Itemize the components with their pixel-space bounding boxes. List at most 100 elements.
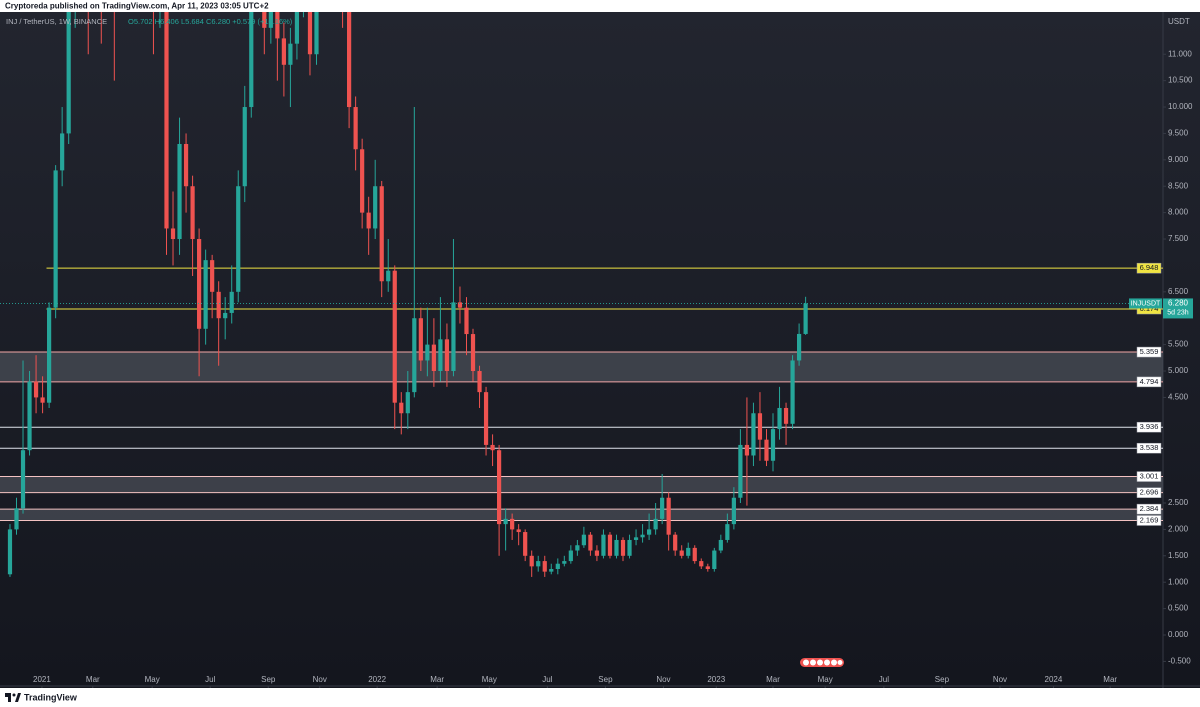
candle-body (183, 143, 189, 187)
y-tick-label: 9.000 (1168, 155, 1189, 164)
x-tick-label: Nov (313, 675, 327, 684)
candle-body (399, 402, 404, 414)
x-tick-label: 2024 (1045, 675, 1063, 684)
candle-body (425, 344, 430, 361)
candle-body (177, 143, 182, 240)
zone-label: 2.696 (1140, 488, 1159, 497)
candle-body (640, 534, 645, 538)
zone-label-bg (1136, 471, 1162, 482)
x-tick-label: Mar (86, 675, 100, 684)
candle-body (307, 12, 313, 55)
candle-body (581, 534, 586, 546)
x-tick-label: Nov (993, 675, 1007, 684)
candle-body (294, 12, 300, 44)
zone-label-bg (1136, 346, 1162, 358)
zone (0, 352, 1163, 382)
y-tick-label: 8.000 (1168, 208, 1189, 217)
candle-body (451, 302, 456, 372)
candle-body (633, 537, 639, 540)
zone-label-bg (1136, 487, 1162, 498)
candle-body (275, 12, 280, 39)
candle-body (764, 439, 769, 461)
candle-body (7, 529, 13, 575)
candle-body (562, 561, 567, 564)
candle-body (347, 12, 352, 108)
quote: O5.702 H6.406 L5.684 C6.280 +0.579 (+10.… (128, 17, 293, 26)
candle-body (607, 534, 613, 556)
candle-body (379, 186, 384, 282)
x-tick-label: Nov (656, 675, 670, 684)
candle-body (60, 133, 65, 171)
y-tick-label: 2.500 (1168, 498, 1189, 507)
y-tick-label: 11.000 (1168, 49, 1192, 58)
symbol-title: INJ / TetherUS, 1W, BINANCE (6, 17, 107, 26)
candle-body (216, 291, 221, 319)
candle-body (594, 550, 600, 556)
candle-body (405, 392, 410, 414)
candle-body (236, 186, 241, 292)
zone-label-bg (1136, 503, 1162, 515)
y-tick-label: 9.500 (1168, 129, 1189, 138)
candle-body (705, 566, 710, 570)
candle-body (360, 149, 365, 213)
candle-body (66, 12, 71, 134)
candle-body (777, 407, 782, 430)
candle-body (718, 539, 723, 551)
x-tick-label: May (145, 675, 160, 684)
x-tick-label: Mar (430, 675, 444, 684)
last-price-name: INJUSDT (1131, 300, 1161, 307)
candle-body (627, 539, 632, 556)
x-tick-label: Sep (261, 675, 276, 684)
candle-body (510, 518, 515, 530)
zone-label-bg (1136, 515, 1162, 526)
candle-body (33, 381, 39, 398)
candle-body (373, 186, 378, 229)
candle-body (790, 360, 795, 424)
y-tick-label: 1.000 (1168, 577, 1189, 586)
candle-body (366, 212, 371, 229)
candle-body (431, 344, 436, 372)
x-tick-label: Sep (598, 675, 613, 684)
candle-body (620, 539, 626, 556)
candle-body (614, 539, 619, 556)
candle-body (203, 260, 208, 329)
y-tick-label: 1.500 (1168, 551, 1189, 560)
x-tick-label: 2022 (368, 675, 386, 684)
candle-body (751, 413, 756, 456)
zone-label: 4.794 (1140, 377, 1159, 386)
y-tick-label: 5.500 (1168, 340, 1189, 349)
level-label: 3.538 (1140, 443, 1159, 452)
level-label: 6.174 (1140, 304, 1159, 313)
candle-body (190, 186, 195, 240)
candle-body (542, 561, 547, 572)
level-label-bg (1136, 262, 1162, 274)
candle-body (738, 444, 743, 498)
candle-body (444, 339, 450, 372)
x-tick-label: Sep (935, 675, 950, 684)
candle-body (653, 518, 658, 530)
zone-label: 2.384 (1140, 504, 1159, 513)
candle-body (223, 312, 228, 319)
zone-label: 2.169 (1140, 515, 1159, 524)
last-price-name-bg (1129, 298, 1162, 309)
candle-body (418, 318, 423, 361)
candle-body (281, 38, 286, 65)
candle-body (646, 529, 652, 535)
x-tick-label: Jul (542, 675, 552, 684)
candle-body (490, 444, 495, 451)
last-price-label-bg (1163, 298, 1193, 319)
candle-body (457, 302, 463, 308)
y-tick-label: 10.000 (1168, 102, 1193, 111)
candle-body (53, 170, 58, 308)
candle-body (679, 550, 684, 556)
candle-body (353, 107, 358, 150)
chart-background (0, 12, 1200, 688)
candle-body (496, 450, 502, 525)
candle-body (673, 534, 678, 551)
candle-body (229, 291, 234, 313)
candle-body (464, 307, 469, 335)
candle-body (170, 228, 176, 240)
candle-body (516, 529, 521, 533)
candle-body (575, 545, 580, 551)
